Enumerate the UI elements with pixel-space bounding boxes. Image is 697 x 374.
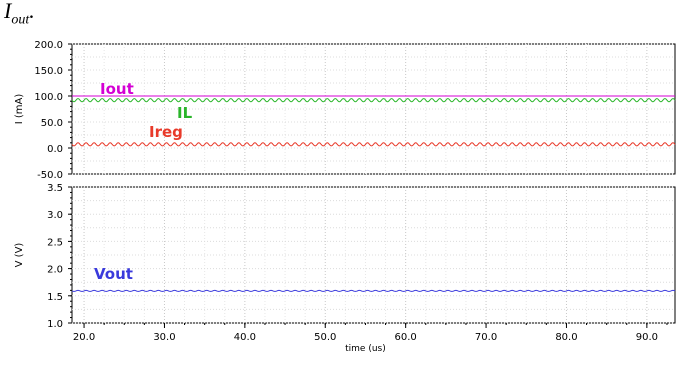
y-tick-label: 2.0 [47,265,63,276]
y-tick-label: 0.0 [47,144,63,155]
y-axis-label: V (V) [14,243,25,268]
chart-panel-1: 200.0 150.0 100.0 50.0 0.0 -50.0 I (mA) Iout ILI… [14,40,676,181]
x-tick-label: 40.0 [234,332,256,343]
y-axis-label: I (mA) [14,94,25,125]
plot-area [71,43,676,175]
x-tick-label: 90.0 [636,332,658,343]
series-label-iout: Iout [100,80,134,98]
series-line-il [71,98,676,103]
series-label-ireg: Ireg [149,123,183,141]
caption-main: I [4,0,12,23]
y-tick-label: 150.0 [34,66,63,77]
y-tick-label: 3.5 [47,183,63,194]
y-tick-label: 100.0 [34,92,63,103]
y-tick-label: 50.0 [41,118,63,129]
x-tick-label: 20.0 [73,332,95,343]
y-tick-label: 2.5 [47,237,63,248]
chart-panel-2: 3.5 3.0 2.5 2.0 1.5 1.0 V (V) 20.0 30.0 40.0 50.0 6… [14,183,676,354]
plot-area [71,186,676,324]
series-line-vout [71,289,676,292]
y-tick-label: 3.0 [47,210,63,221]
caption-subscript: out [11,12,30,28]
figure-caption: Iout. [4,0,35,28]
y-tick-label: 1.0 [47,319,63,330]
x-tick-label: 60.0 [395,332,417,343]
y-tick-label: 1.5 [47,292,63,303]
x-axis-label: time (us) [345,344,386,354]
y-tick-label: -50.0 [37,170,63,181]
x-tick-label: 70.0 [475,332,497,343]
x-tick-label: 50.0 [314,332,336,343]
series-line-ireg [71,142,676,147]
caption-tail: . [29,0,35,23]
x-tick-label: 80.0 [555,332,577,343]
x-tick-label: 30.0 [153,332,175,343]
series-label-vout: Vout [94,265,133,283]
y-tick-label: 200.0 [34,40,63,51]
series-label-il: IL [177,104,193,122]
